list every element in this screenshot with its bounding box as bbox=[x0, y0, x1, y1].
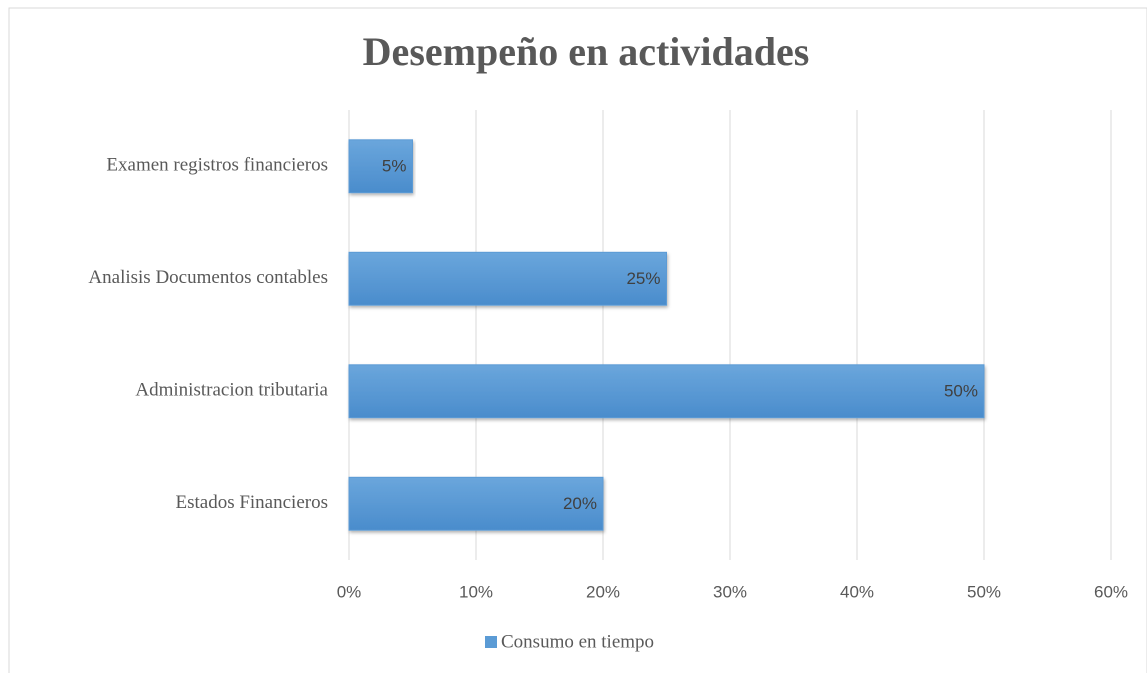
x-tick-label: 20% bbox=[586, 582, 620, 601]
y-tick-label: Estados Financieros bbox=[175, 492, 328, 513]
x-tick-label: 0% bbox=[337, 582, 362, 601]
bar bbox=[348, 476, 604, 531]
data-label: 20% bbox=[563, 494, 597, 513]
x-tick-label: 10% bbox=[459, 582, 493, 601]
bar bbox=[348, 139, 413, 194]
chart-title: Desempeño en actividades bbox=[363, 29, 810, 74]
data-label: 50% bbox=[944, 382, 978, 401]
x-tick-label: 40% bbox=[840, 582, 874, 601]
bar bbox=[348, 364, 985, 419]
y-tick-label: Examen registros financieros bbox=[106, 155, 328, 176]
bar bbox=[348, 251, 667, 306]
x-tick-label: 60% bbox=[1094, 582, 1128, 601]
y-tick-label: Administracion tributaria bbox=[135, 380, 328, 401]
legend-label: Consumo en tiempo bbox=[501, 631, 654, 652]
x-tick-label: 30% bbox=[713, 582, 747, 601]
y-tick-label: Analisis Documentos contables bbox=[88, 267, 328, 288]
data-label: 25% bbox=[626, 269, 660, 288]
legend-swatch bbox=[485, 636, 497, 648]
x-tick-label: 50% bbox=[967, 582, 1001, 601]
data-label: 5% bbox=[382, 157, 407, 176]
chart-border bbox=[8, 7, 1147, 673]
